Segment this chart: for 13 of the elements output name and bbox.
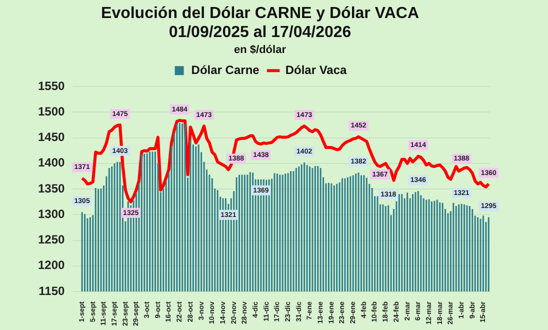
y-tick-label: 1300 (38, 206, 66, 221)
chart-subtitle: en $/dólar (234, 44, 287, 56)
y-tick-label: 1150 (38, 284, 66, 298)
legend-label: Dólar Vaca (285, 62, 348, 77)
y-tick-label: 1350 (38, 181, 66, 196)
y-tick-label: 1500 (38, 104, 66, 119)
y-tick-label: 1400 (38, 156, 66, 170)
y-tick-label: 1550 (38, 78, 66, 93)
y-tick-label: 1450 (38, 130, 66, 144)
legend-label: Dólar Carne (191, 62, 260, 77)
y-tick-label: 1200 (38, 258, 66, 272)
chart-title: Evolución del Dólar CARNE y Dólar VACA 01/09/2025 al 17/04/2026 (101, 5, 420, 42)
y-tick-label: 1250 (38, 232, 66, 247)
